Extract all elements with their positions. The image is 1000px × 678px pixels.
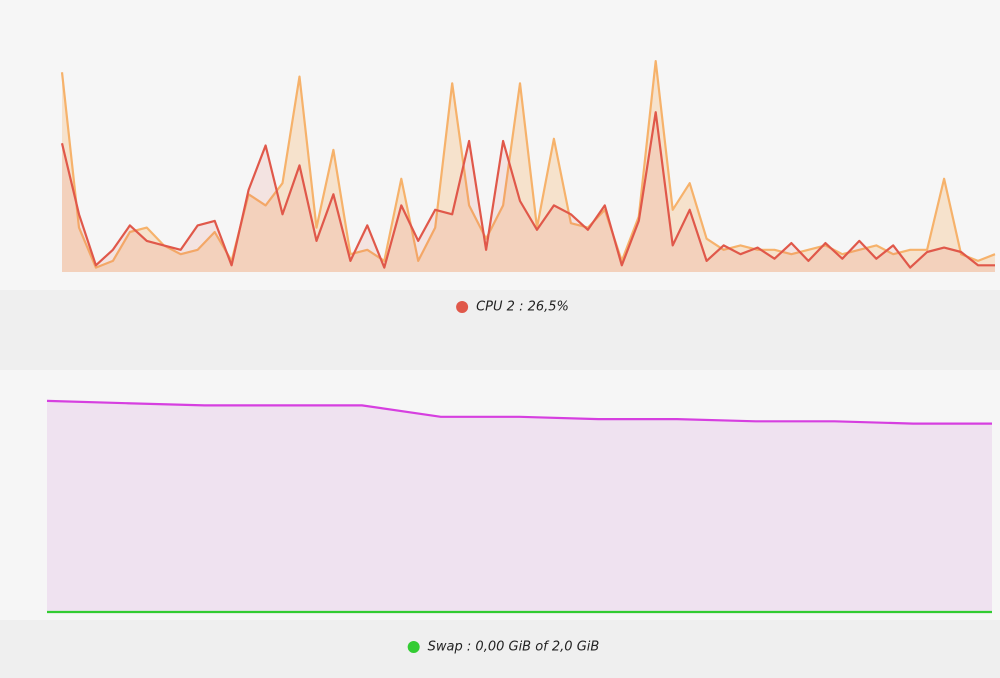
series-line [46, 399, 992, 425]
cpu-panel [0, 0, 1000, 290]
legend-label: CPU 2 : 26,5% [476, 300, 569, 315]
legend-label: Swap : 0,00 GiB of 2,0 GiB [428, 640, 600, 655]
series-line [60, 111, 995, 269]
series-area [62, 61, 995, 272]
series-line [60, 60, 996, 269]
legend-marker [407, 641, 420, 653]
series-area [62, 112, 995, 272]
series-area [47, 400, 992, 612]
legend-marker [456, 301, 469, 313]
